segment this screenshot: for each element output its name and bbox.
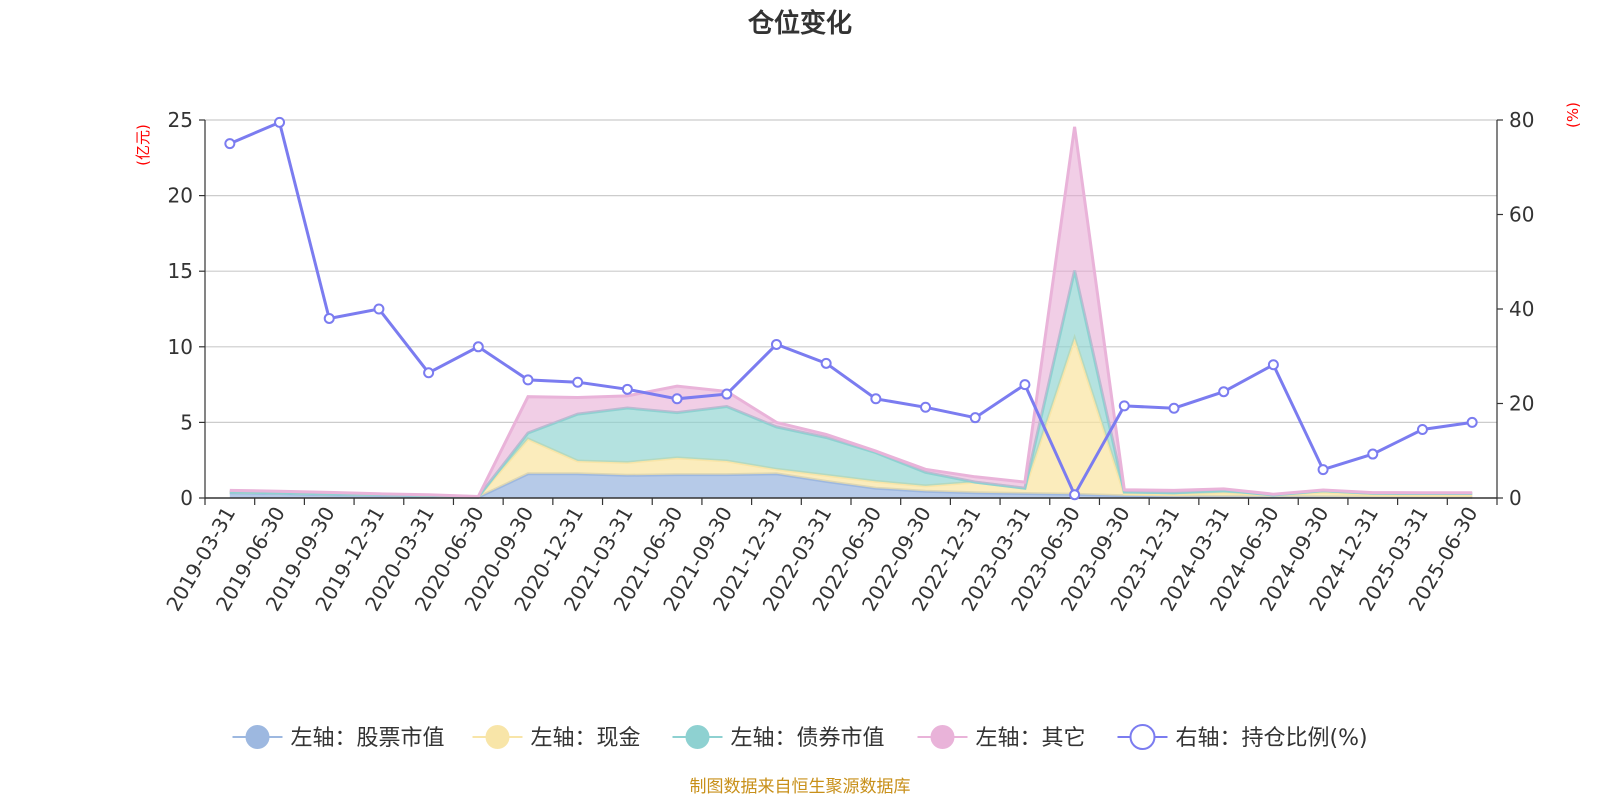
area-fill xyxy=(229,338,1473,498)
ratio-point xyxy=(224,138,236,150)
area-fill xyxy=(229,270,1473,497)
left-axis-unit: (亿元) xyxy=(134,124,152,166)
ratio-point xyxy=(1367,448,1379,460)
right-axis-tick-label: 80 xyxy=(1509,108,1534,132)
grid-lines xyxy=(205,119,1497,423)
source-note: 制图数据来自恒生聚源数据库 xyxy=(690,777,911,797)
ratio-point xyxy=(522,374,534,386)
right-axis-tick-label: 60 xyxy=(1509,203,1534,227)
right-axis-tick-label: 40 xyxy=(1509,297,1534,321)
left-axis-tick-label: 10 xyxy=(168,335,193,359)
left-axis-tick-label: 5 xyxy=(180,410,193,434)
ratio-point xyxy=(472,341,484,353)
ratio-line-series xyxy=(224,116,1478,501)
ratio-point xyxy=(274,116,286,128)
legend-marker xyxy=(685,725,710,749)
ratio-point xyxy=(1317,464,1329,476)
ratio-point xyxy=(1019,379,1031,391)
ratio-point xyxy=(423,367,435,379)
legend-label: 左轴：债券市值 xyxy=(731,726,885,751)
ratio-point xyxy=(1118,400,1130,412)
ratio-point xyxy=(820,357,832,369)
ratio-line xyxy=(229,120,1473,499)
ratio-point xyxy=(572,376,584,388)
ratio-point xyxy=(621,383,633,395)
ratio-point xyxy=(1168,402,1180,414)
left-axis-tick-label: 15 xyxy=(168,259,193,283)
legend-marker xyxy=(485,725,510,749)
ratio-point xyxy=(323,312,335,324)
left-axis-tick-label: 0 xyxy=(180,486,193,510)
ratio-point xyxy=(1069,489,1081,501)
ratio-point xyxy=(920,401,932,413)
axes: 05101520250204060802019-03-312019-06-302… xyxy=(161,108,1534,615)
right-axis-tick-label: 20 xyxy=(1509,392,1534,416)
left-axis-tick-label: 25 xyxy=(168,108,193,132)
area-series xyxy=(229,126,1473,499)
legend-marker xyxy=(1129,724,1156,750)
area-top-line xyxy=(229,126,1473,499)
ratio-point xyxy=(373,303,385,315)
legend-marker xyxy=(245,725,270,749)
chart-title: 仓位变化 xyxy=(747,8,852,39)
ratio-point xyxy=(1466,416,1478,428)
ratio-point xyxy=(770,338,782,350)
ratio-point xyxy=(1267,359,1279,371)
legend-marker xyxy=(930,725,955,749)
ratio-point xyxy=(870,393,882,405)
left-axis-tick-label: 20 xyxy=(168,184,193,208)
right-axis-tick-label: 0 xyxy=(1509,486,1522,510)
ratio-point xyxy=(721,388,733,400)
legend-label: 右轴：持仓比例(%) xyxy=(1176,726,1368,751)
ratio-point xyxy=(969,412,981,424)
right-axis-unit: (%) xyxy=(1564,102,1582,128)
legend-label: 左轴：其它 xyxy=(976,726,1086,751)
legend-label: 左轴：现金 xyxy=(531,726,641,751)
legend-label: 左轴：股票市值 xyxy=(291,726,445,751)
legend: 左轴：股票市值 左轴：现金 左轴：债券市值 左轴：其它 右轴：持仓比例(%) xyxy=(232,724,1368,751)
ratio-point xyxy=(1218,386,1230,398)
area-fill xyxy=(229,126,1473,497)
ratio-point xyxy=(671,393,683,405)
ratio-point xyxy=(1416,423,1428,435)
